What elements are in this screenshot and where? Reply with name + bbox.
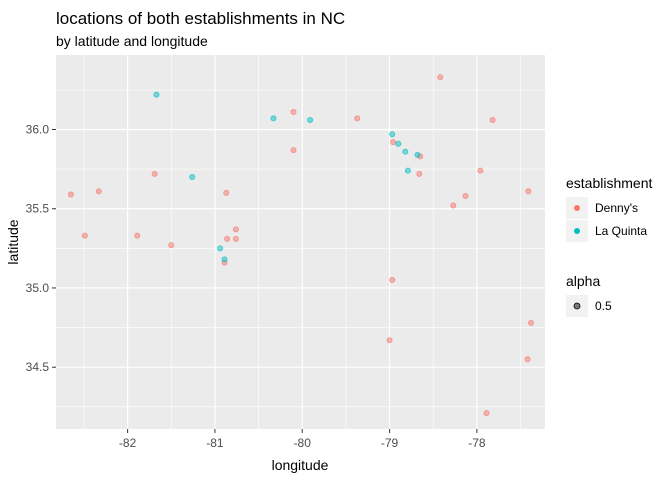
point-dennys: [477, 167, 484, 174]
x-axis-ticks: -82 -81 -80 -79 -78: [119, 429, 486, 450]
point-la-quinta: [404, 167, 411, 174]
point-dennys: [525, 188, 532, 195]
x-tick-label: -81: [206, 436, 224, 450]
point-dennys: [450, 202, 457, 209]
point-dennys: [390, 139, 397, 146]
point-la-quinta: [270, 115, 277, 122]
point-dennys: [389, 277, 396, 284]
point-la-quinta: [307, 116, 314, 123]
y-tick-label: 36.0: [26, 122, 50, 136]
point-dennys: [437, 74, 444, 81]
legend-key-alpha: [573, 302, 581, 310]
point-la-quinta: [402, 148, 409, 155]
y-tick-label: 35.5: [26, 202, 50, 216]
point-dennys: [232, 235, 239, 242]
x-tick-label: -78: [468, 436, 486, 450]
legend-label-alpha: 0.5: [595, 299, 612, 313]
legend-key-la-quinta: [574, 228, 580, 234]
point-dennys: [462, 193, 469, 200]
x-tick-label: -79: [381, 436, 399, 450]
y-axis-ticks: 34.5 35.0 35.5 36.0: [26, 122, 56, 374]
point-la-quinta: [153, 91, 160, 98]
y-tick-label: 34.5: [26, 360, 50, 374]
point-dennys: [151, 170, 158, 177]
point-la-quinta: [389, 131, 396, 138]
point-dennys: [524, 356, 531, 363]
plot-panel: [56, 55, 545, 429]
chart-title: locations of both establishments in NC: [56, 9, 345, 28]
point-dennys: [386, 337, 393, 344]
point-dennys: [489, 116, 496, 123]
point-la-quinta: [395, 140, 402, 147]
legend: establishment Denny's La Quinta alpha 0.…: [566, 175, 652, 317]
point-dennys: [95, 188, 102, 195]
y-tick-label: 35.0: [26, 281, 50, 295]
points-layer: [67, 74, 535, 417]
point-la-quinta: [414, 151, 421, 158]
legend-key-dennys: [574, 205, 580, 211]
x-axis-label: longitude: [272, 457, 329, 473]
point-dennys: [354, 115, 361, 122]
point-dennys: [528, 319, 535, 326]
point-dennys: [223, 189, 230, 196]
point-dennys: [483, 410, 490, 417]
point-la-quinta: [221, 256, 228, 263]
point-dennys: [67, 191, 74, 198]
grid-lines: [56, 55, 545, 429]
point-dennys: [168, 242, 175, 249]
point-la-quinta: [217, 245, 224, 252]
point-dennys: [416, 170, 423, 177]
x-tick-label: -80: [294, 436, 312, 450]
point-dennys: [81, 232, 88, 239]
legend-label-dennys: Denny's: [595, 201, 638, 215]
legend-title-establishment: establishment: [566, 175, 652, 191]
y-axis-label: latitude: [5, 219, 21, 264]
point-dennys: [224, 235, 231, 242]
point-dennys: [232, 226, 239, 233]
x-tick-label: -82: [119, 436, 137, 450]
chart-subtitle: by latitude and longitude: [56, 33, 208, 49]
point-dennys: [290, 147, 297, 154]
point-dennys: [134, 232, 141, 239]
point-dennys: [290, 109, 297, 116]
point-la-quinta: [189, 174, 196, 181]
legend-label-la-quinta: La Quinta: [595, 224, 647, 238]
legend-title-alpha: alpha: [566, 273, 600, 289]
